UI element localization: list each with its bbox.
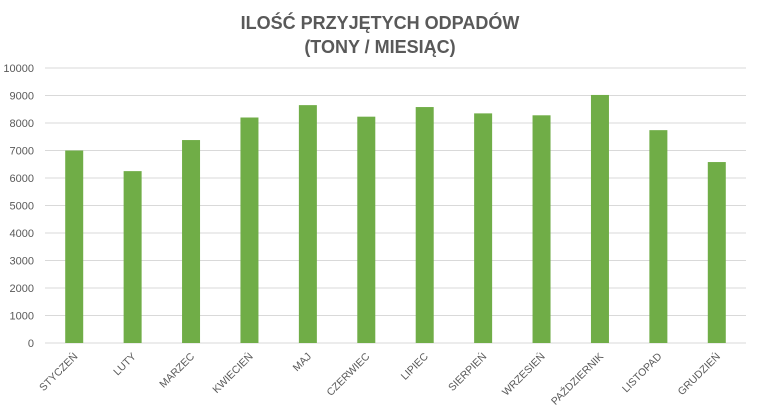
bar	[532, 115, 551, 343]
gridlines	[45, 67, 746, 344]
x-tick-label: CZERWIEC	[324, 350, 372, 398]
bar	[123, 171, 142, 343]
x-tick-label: KWIECIEŃ	[210, 350, 256, 396]
x-tick-label: GRUDZIEŃ	[675, 350, 723, 398]
x-tick-label: PAŹDZIERNIK	[548, 350, 606, 408]
bar	[298, 105, 317, 343]
bar	[357, 116, 376, 343]
y-axis-ticks: 0 1000 2000 3000 4000 5000 6000 7000 8000 9000 100…	[3, 63, 34, 350]
x-tick-label: SIERPIEŃ	[445, 350, 489, 394]
y-tick-label: 1000	[10, 311, 34, 323]
y-tick-label: 9000	[10, 91, 34, 103]
y-tick-label: 8000	[10, 118, 34, 130]
bars	[65, 94, 726, 343]
bar	[182, 140, 201, 343]
x-axis-ticks: STYCZEŃ LUTY MARZEC KWIECIEŃ MAJ CZERWIEC LIPI…	[36, 350, 722, 408]
x-tick-label: LISTOPAD	[620, 350, 665, 395]
x-tick-label: STYCZEŃ	[36, 350, 80, 394]
bar	[707, 162, 726, 343]
y-tick-label: 2000	[10, 283, 34, 295]
y-tick-label: 7000	[10, 146, 34, 158]
bar	[474, 113, 493, 343]
chart-title: ILOŚĆ PRZYJĘTYCH ODPADÓW	[240, 13, 520, 33]
y-tick-label: 6000	[10, 173, 34, 185]
bar	[415, 107, 434, 343]
x-tick-label: WRZESIEŃ	[499, 350, 547, 398]
y-tick-label: 0	[28, 338, 34, 350]
bar	[240, 117, 259, 343]
chart-subtitle: (TONY / MIESIĄC)	[304, 37, 456, 57]
x-tick-label: MARZEC	[157, 350, 197, 390]
y-tick-label: 4000	[10, 228, 34, 240]
x-tick-label: LUTY	[111, 351, 138, 378]
y-tick-label: 10000	[3, 63, 34, 75]
bar	[65, 150, 84, 343]
x-tick-label: MAJ	[291, 351, 314, 374]
bar	[649, 130, 668, 343]
y-tick-label: 5000	[10, 201, 34, 213]
x-tick-label: LIPIEC	[399, 350, 431, 382]
bar	[590, 94, 609, 343]
y-tick-label: 3000	[10, 256, 34, 268]
